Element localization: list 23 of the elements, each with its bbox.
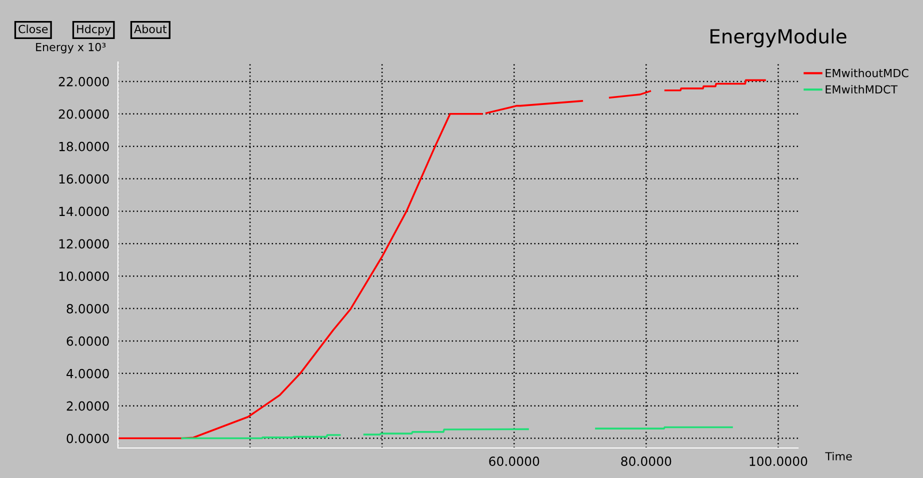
x-tick-label: 60.0000 bbox=[489, 456, 540, 466]
y-tick-label: 22.0000 bbox=[58, 76, 109, 86]
y-tick-label: 12.0000 bbox=[59, 239, 109, 249]
y-tick-label: 8.0000 bbox=[66, 304, 109, 314]
legend-label: EMwithMDCT bbox=[826, 84, 898, 94]
y-tick-label: 6.0000 bbox=[66, 336, 109, 346]
text: Hdcpy bbox=[77, 24, 111, 36]
y-tick-label: 10.0000 bbox=[59, 272, 109, 282]
y-tick-label: 0.0000 bbox=[66, 434, 109, 444]
y-tick-label: 14.0000 bbox=[59, 206, 109, 216]
x-tick-label: 80.0000 bbox=[621, 456, 672, 466]
y-tick-label: 18.0000 bbox=[59, 142, 109, 152]
y-tick-label: 16.0000 bbox=[59, 174, 109, 184]
x-tick-label: 100.0000 bbox=[750, 456, 808, 466]
y-tick-label: 20.0000 bbox=[58, 109, 109, 119]
y-tick-label: 2.0000 bbox=[66, 401, 109, 411]
text: About bbox=[134, 24, 167, 34]
text: Close bbox=[18, 24, 48, 34]
x-axis-title: Time bbox=[825, 452, 852, 460]
chart-title: EnergyModule bbox=[710, 28, 846, 48]
y-axis-title: Energy x 10³ bbox=[36, 42, 106, 54]
legend-label: EMwithoutMDC bbox=[826, 68, 908, 78]
y-tick-label: 4.0000 bbox=[66, 368, 109, 378]
